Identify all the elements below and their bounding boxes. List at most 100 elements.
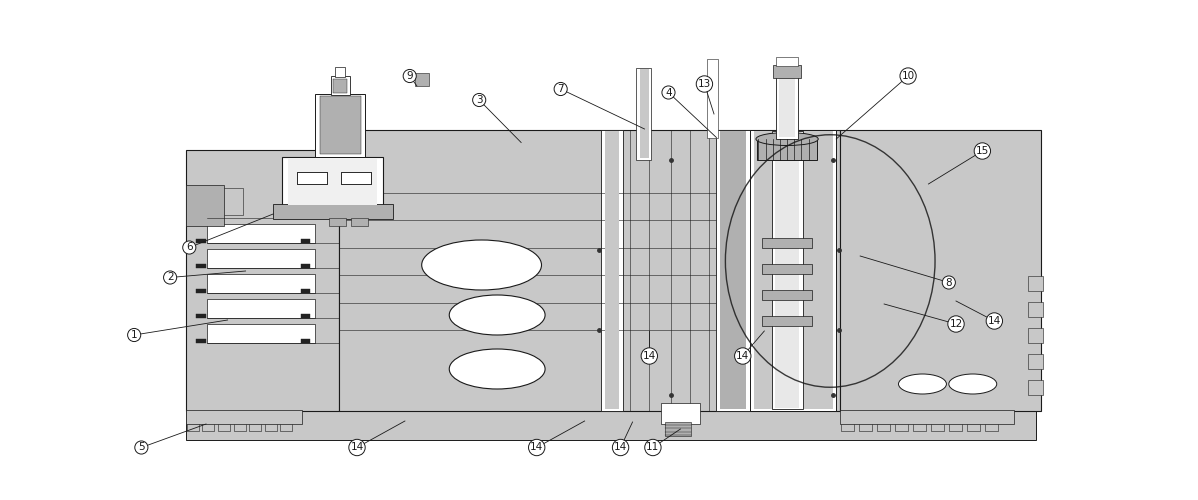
Polygon shape (967, 424, 980, 431)
Text: 12: 12 (949, 319, 963, 329)
Polygon shape (1028, 328, 1043, 343)
Text: 7: 7 (557, 84, 564, 94)
Polygon shape (773, 65, 801, 78)
Circle shape (949, 374, 997, 394)
Polygon shape (196, 239, 206, 243)
Polygon shape (329, 218, 346, 226)
Polygon shape (605, 132, 619, 409)
Polygon shape (841, 424, 854, 431)
Polygon shape (840, 410, 1014, 424)
Polygon shape (762, 264, 812, 274)
Text: 1: 1 (131, 330, 138, 340)
Ellipse shape (756, 132, 818, 145)
Polygon shape (196, 314, 206, 318)
Polygon shape (665, 422, 691, 436)
Polygon shape (207, 324, 315, 342)
Polygon shape (671, 424, 690, 434)
Polygon shape (339, 130, 840, 411)
Polygon shape (196, 289, 206, 293)
Polygon shape (265, 424, 277, 431)
Polygon shape (859, 424, 872, 431)
Polygon shape (895, 424, 908, 431)
Polygon shape (207, 298, 315, 318)
Polygon shape (757, 139, 817, 160)
Text: 15: 15 (975, 146, 990, 156)
Text: 13: 13 (697, 79, 712, 89)
Polygon shape (415, 73, 429, 86)
Polygon shape (288, 159, 377, 205)
Polygon shape (301, 264, 310, 268)
Polygon shape (282, 156, 383, 208)
Polygon shape (207, 274, 315, 292)
Polygon shape (234, 424, 246, 431)
Circle shape (449, 349, 545, 389)
Polygon shape (1028, 354, 1043, 369)
Text: 14: 14 (987, 316, 1002, 326)
Polygon shape (224, 188, 243, 215)
Polygon shape (776, 70, 798, 139)
Text: 3: 3 (476, 95, 483, 105)
Text: 4: 4 (665, 88, 672, 98)
Polygon shape (341, 172, 371, 184)
Text: 9: 9 (406, 71, 413, 81)
Polygon shape (762, 316, 812, 326)
Text: 10: 10 (902, 71, 914, 81)
Polygon shape (273, 204, 393, 219)
Polygon shape (297, 172, 327, 184)
Polygon shape (707, 58, 718, 138)
Polygon shape (931, 424, 944, 431)
Polygon shape (985, 424, 998, 431)
Polygon shape (202, 424, 214, 431)
Polygon shape (335, 67, 345, 77)
Polygon shape (301, 339, 310, 343)
Polygon shape (1028, 380, 1043, 395)
Polygon shape (249, 424, 261, 431)
Polygon shape (196, 264, 206, 268)
Polygon shape (840, 130, 1041, 411)
Polygon shape (640, 68, 649, 158)
Polygon shape (877, 424, 890, 431)
Polygon shape (301, 289, 310, 293)
Polygon shape (297, 172, 327, 184)
Polygon shape (636, 68, 651, 160)
Text: 14: 14 (530, 442, 544, 452)
Polygon shape (186, 411, 1036, 440)
Polygon shape (1028, 276, 1043, 291)
Polygon shape (661, 403, 700, 424)
Polygon shape (207, 248, 315, 268)
Polygon shape (280, 424, 292, 431)
Polygon shape (949, 424, 962, 431)
Text: 14: 14 (350, 442, 364, 452)
Polygon shape (754, 132, 833, 409)
Polygon shape (775, 134, 799, 407)
Polygon shape (186, 150, 339, 411)
Polygon shape (750, 130, 836, 411)
Polygon shape (301, 314, 310, 318)
Polygon shape (779, 72, 795, 137)
Polygon shape (720, 132, 746, 409)
Polygon shape (301, 239, 310, 243)
Polygon shape (341, 172, 371, 184)
Text: 6: 6 (186, 242, 193, 252)
Polygon shape (186, 185, 224, 226)
Polygon shape (776, 57, 798, 66)
Polygon shape (196, 339, 206, 343)
Polygon shape (716, 130, 750, 411)
Text: 14: 14 (613, 442, 628, 452)
Polygon shape (315, 94, 365, 156)
Polygon shape (218, 424, 230, 431)
Circle shape (449, 295, 545, 335)
Text: 11: 11 (646, 442, 660, 452)
Circle shape (898, 374, 946, 394)
Text: 2: 2 (167, 272, 174, 282)
Polygon shape (187, 424, 199, 431)
Text: 14: 14 (736, 351, 750, 361)
Polygon shape (331, 76, 350, 95)
Text: 14: 14 (642, 351, 657, 361)
Polygon shape (762, 238, 812, 248)
Polygon shape (762, 290, 812, 300)
Text: 5: 5 (138, 442, 145, 452)
Polygon shape (913, 424, 926, 431)
Text: 8: 8 (945, 278, 952, 287)
Polygon shape (351, 218, 368, 226)
